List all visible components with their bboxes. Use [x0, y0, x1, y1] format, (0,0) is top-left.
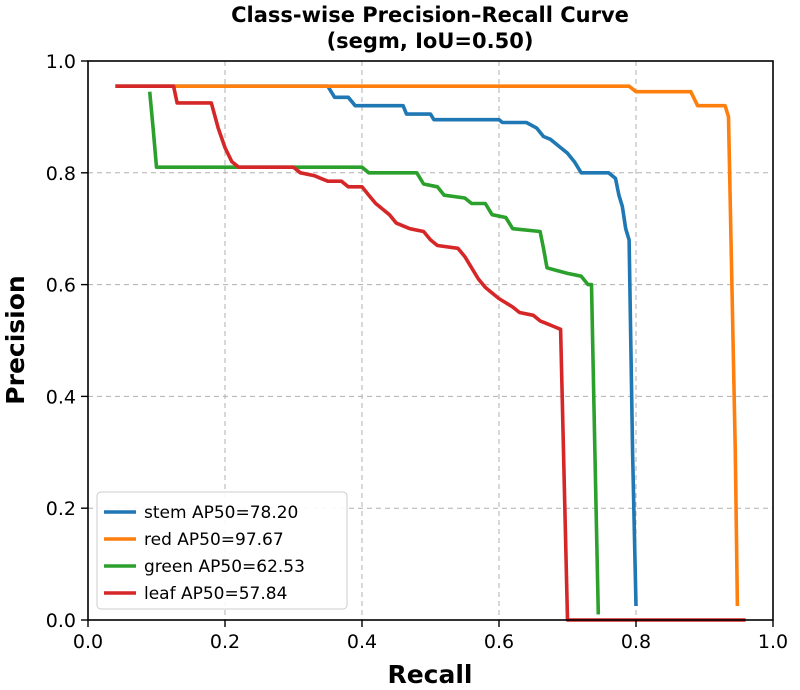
series-line-leaf: [115, 84, 746, 622]
y-tick-label: 1.0: [46, 51, 76, 73]
series-line-red: [115, 84, 740, 607]
y-axis-label: Precision: [1, 275, 30, 404]
legend-label-red: red AP50=97.67: [144, 530, 284, 550]
series-lines: [115, 84, 746, 622]
x-tick-label: 0.0: [73, 631, 103, 653]
axis-ticks: 0.0 0.2 0.4 0.6 0.8 1.0 0.0 0.2 0.4 0.6 0.8 1.0: [46, 51, 788, 653]
legend-label-leaf: leaf AP50=57.84: [144, 584, 287, 604]
x-tick-label: 0.4: [347, 631, 377, 653]
legend-label-stem: stem AP50=78.20: [144, 503, 298, 523]
plot-area-frame: [87, 60, 774, 621]
chart-title-line2: (segm, IoU=0.50): [327, 29, 534, 53]
x-tick-label: 1.0: [758, 631, 788, 653]
legend-label-green: green AP50=62.53: [144, 557, 305, 577]
y-tick-label: 0.4: [46, 386, 76, 408]
legend: stem AP50=78.20 red AP50=97.67 green AP50=…: [96, 491, 348, 610]
chart-title-line1: Class-wise Precision–Recall Curve: [231, 3, 629, 27]
series-line-green: [147, 91, 601, 615]
y-tick-label: 0.8: [46, 163, 76, 185]
y-tick-label: 0.2: [46, 498, 76, 520]
y-tick-label: 0.0: [46, 610, 76, 632]
series-line-stem: [115, 84, 638, 607]
x-tick-label: 0.6: [484, 631, 514, 653]
legend-box: [96, 491, 348, 610]
x-tick-label: 0.8: [621, 631, 651, 653]
y-tick-label: 0.6: [46, 275, 76, 297]
x-axis-label: Recall: [387, 660, 472, 689]
x-tick-label: 0.2: [210, 631, 240, 653]
